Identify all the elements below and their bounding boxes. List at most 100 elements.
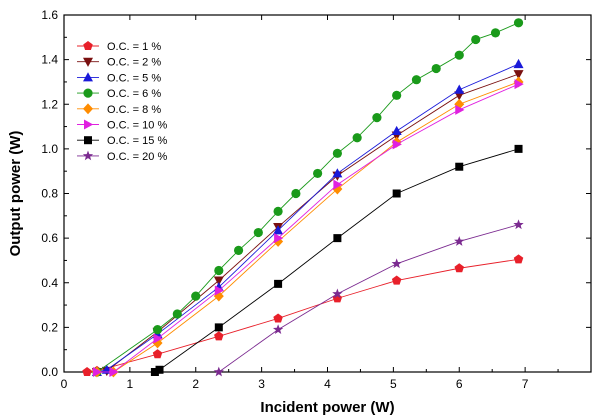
y-tick-label: 1.2	[41, 97, 58, 111]
legend-marker	[83, 103, 93, 115]
data-point	[291, 188, 301, 199]
series-line	[87, 258, 519, 373]
legend-marker	[83, 41, 93, 51]
legend-marker	[83, 88, 93, 98]
legend-item: O.C. = 15 %	[77, 135, 167, 147]
data-point	[513, 58, 524, 69]
data-point	[274, 233, 284, 244]
data-point	[274, 279, 283, 288]
data-point	[155, 365, 164, 374]
series-6	[92, 79, 524, 377]
data-point	[454, 236, 465, 246]
data-point	[213, 276, 224, 286]
data-point	[152, 325, 163, 335]
data-point	[333, 234, 342, 243]
y-tick-label: 0.8	[41, 187, 58, 201]
data-point	[513, 254, 524, 264]
legend-marker	[82, 150, 94, 161]
legend-label: O.C. = 8 %	[107, 104, 161, 116]
data-point	[391, 275, 402, 285]
x-tick-label: 2	[192, 377, 199, 391]
legend-label: O.C. = 20 %	[107, 151, 167, 163]
legend: O.C. = 1 % O.C. = 2 % O.C. = 5 % O.C. = 6 %…	[77, 41, 167, 163]
data-point	[332, 148, 342, 158]
data-point	[514, 144, 523, 153]
y-tick-label: 1.4	[41, 53, 58, 67]
series-7	[150, 144, 523, 376]
data-point	[332, 168, 343, 178]
series-layer	[82, 18, 524, 378]
series-8	[213, 219, 524, 377]
legend-marker	[83, 57, 93, 67]
data-point	[214, 265, 224, 276]
data-point	[391, 258, 402, 269]
y-tick-label: 0.6	[41, 231, 58, 245]
data-point	[455, 104, 465, 115]
legend-label: O.C. = 2 %	[107, 57, 161, 69]
data-point	[150, 368, 159, 376]
data-point	[233, 245, 244, 255]
legend-label: O.C. = 6 %	[107, 88, 161, 100]
data-point	[332, 288, 343, 299]
data-point	[172, 309, 182, 319]
data-point	[513, 18, 524, 28]
data-point	[455, 162, 464, 171]
y-tick-label: 1.0	[41, 142, 58, 156]
data-point	[454, 84, 465, 94]
y-axis-title: Output power (W)	[7, 131, 24, 257]
data-point	[454, 263, 465, 273]
data-point	[152, 349, 163, 359]
legend-label: O.C. = 10 %	[107, 120, 167, 132]
data-point	[431, 63, 441, 74]
x-tick-label: 0	[61, 377, 68, 391]
data-point	[471, 34, 481, 45]
data-point	[391, 125, 402, 136]
data-point	[513, 219, 524, 230]
x-tick-label: 1	[127, 377, 134, 391]
data-point	[153, 333, 163, 344]
data-point	[333, 179, 343, 190]
legend-label: O.C. = 15 %	[107, 135, 167, 147]
data-point	[273, 206, 283, 216]
data-point	[392, 90, 402, 100]
legend-marker	[84, 136, 92, 145]
data-point	[82, 367, 92, 377]
legend-label: O.C. = 5 %	[107, 72, 161, 84]
data-point	[392, 189, 401, 198]
data-point	[273, 236, 284, 247]
legend-item: O.C. = 20 %	[77, 150, 167, 163]
data-point	[411, 75, 422, 85]
data-point	[214, 323, 223, 332]
legend-marker	[84, 119, 94, 130]
legend-marker	[83, 72, 93, 82]
data-point	[454, 50, 464, 60]
data-point	[273, 225, 284, 235]
data-point	[109, 367, 119, 377]
data-point	[514, 79, 524, 90]
series-4	[92, 18, 524, 377]
y-tick-label: 0.2	[41, 320, 58, 334]
data-point	[191, 291, 201, 301]
data-point	[352, 133, 362, 143]
data-point	[332, 183, 343, 195]
legend-label: O.C. = 1 %	[107, 41, 161, 53]
data-point	[272, 324, 284, 334]
legend-item: O.C. = 2 %	[77, 57, 161, 69]
legend-item: O.C. = 8 %	[77, 103, 161, 116]
data-point	[313, 168, 323, 179]
data-point	[214, 331, 224, 341]
axes: 0 1 2 3 4 5 6 7 0.0 0.2 0.4 0.6 0.8 1.0 1.2 1.4 1.6	[41, 8, 592, 391]
series-line	[218, 224, 519, 373]
data-point	[490, 28, 501, 38]
y-tick-label: 1.6	[41, 8, 58, 22]
y-tick-label: 0.0	[41, 365, 58, 379]
x-tick-label: 7	[522, 377, 529, 391]
x-tick-label: 6	[456, 377, 463, 391]
data-point	[253, 227, 263, 238]
x-axis-title: Incident power (W)	[260, 399, 394, 416]
x-tick-label: 4	[324, 377, 331, 391]
data-point	[392, 139, 402, 150]
data-point	[513, 70, 524, 80]
data-point	[214, 285, 225, 296]
data-point	[92, 367, 103, 377]
